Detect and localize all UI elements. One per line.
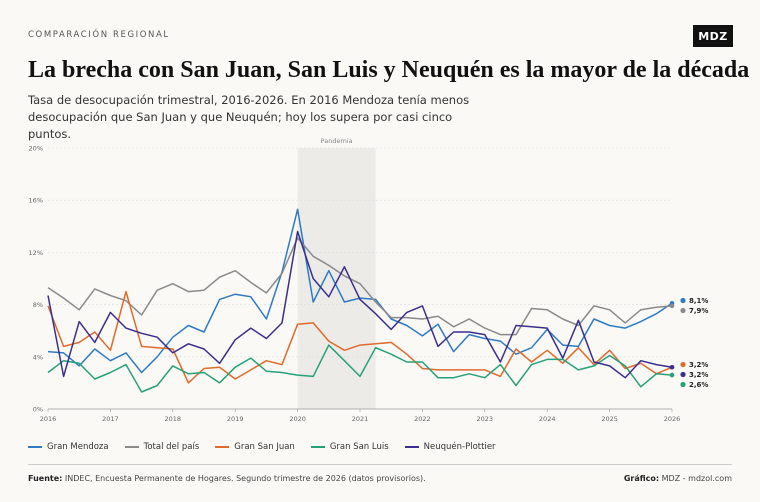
legend-item: Gran San Luis (310, 442, 389, 452)
legend-swatch (404, 446, 419, 448)
x-tick-label: 2024 (539, 415, 556, 423)
series-end-point (669, 372, 675, 378)
x-tick-label: 2016 (40, 415, 57, 423)
series-line-gran-san-juan (47, 290, 673, 384)
footer: Fuente: INDEC, Encuesta Permanente de Ho… (28, 464, 732, 483)
legend-label: Gran San Juan (234, 442, 295, 452)
end-value-label: 8,1% (689, 297, 708, 305)
x-tick-label: 2018 (165, 415, 182, 423)
legend-label: Neuquén-Plottier (423, 442, 496, 452)
x-tick-label: 2019 (227, 415, 244, 423)
end-value-label: 3,2% (689, 371, 708, 379)
source-label: Fuente: (28, 474, 63, 483)
y-tick-label: 16% (29, 197, 43, 205)
legend-swatch (28, 446, 42, 448)
x-tick-label: 2022 (414, 415, 431, 423)
y-tick-label: 20% (29, 145, 43, 153)
line-chart: Pandemia 0% 4% 8% 12% 16% 20% 2016 2017 2018 2019 2… (29, 137, 709, 423)
end-label-dot (680, 361, 686, 368)
kicker: COMPARACIÓN REGIONAL (28, 30, 170, 40)
credit-text: MDZ - mdzol.com (661, 474, 732, 483)
pandemic-band (297, 148, 376, 409)
chart-legend: Gran Mendoza Total del país Gran San Juan G… (28, 442, 496, 452)
series-end-point (669, 303, 675, 309)
x-tick-label: 2021 (352, 415, 369, 423)
series-end-point (669, 364, 675, 370)
y-tick-label: 0% (33, 406, 43, 414)
end-label-dot (680, 297, 686, 304)
series-line-gran-san-luis (47, 344, 673, 393)
end-value-label: 3,2% (689, 361, 708, 369)
end-label-dot (680, 307, 686, 314)
pandemic-label: Pandemia (321, 137, 353, 145)
x-tick-label: 2017 (102, 415, 119, 423)
y-tick-label: 8% (33, 301, 43, 309)
end-label-dot (680, 381, 686, 388)
credit-label: Gráfico: (623, 474, 660, 483)
x-tick-label: 2020 (289, 415, 306, 423)
x-tick-label: 2026 (664, 415, 681, 423)
chart-title: La brecha con San Juan, San Luis y Neuqu… (28, 57, 750, 83)
legend-item: Total del país (124, 442, 200, 452)
legend-swatch (215, 446, 230, 448)
series-line-total-del-pa-s (47, 237, 673, 336)
credit-note: Gráfico: MDZ - mdzol.com (624, 474, 732, 483)
end-label-dot (680, 371, 686, 378)
legend-label: Gran Mendoza (47, 442, 109, 452)
legend-label: Total del país (143, 442, 200, 452)
legend-item: Gran Mendoza (28, 442, 109, 452)
y-tick-label: 4% (33, 353, 43, 361)
legend-label: Gran San Luis (329, 442, 389, 452)
x-tick-label: 2023 (477, 415, 494, 423)
source-text: INDEC, Encuesta Permanente de Hogares. S… (64, 474, 426, 483)
legend-swatch (124, 446, 139, 448)
series-line-neuqu-n-plottier (47, 230, 673, 379)
end-value-label: 7,9% (689, 307, 708, 315)
source-note: Fuente: INDEC, Encuesta Permanente de Ho… (28, 474, 426, 483)
x-tick-label: 2025 (601, 415, 618, 423)
legend-item: Gran San Juan (215, 442, 295, 452)
mdz-logo[interactable]: MDZ (693, 25, 733, 47)
legend-swatch (310, 446, 325, 448)
legend-item: Neuquén-Plottier (404, 442, 496, 452)
end-value-label: 2,6% (689, 381, 708, 389)
chart-subtitle: Tasa de desocupación trimestral, 2016-20… (28, 93, 470, 141)
y-tick-label: 12% (29, 249, 43, 257)
